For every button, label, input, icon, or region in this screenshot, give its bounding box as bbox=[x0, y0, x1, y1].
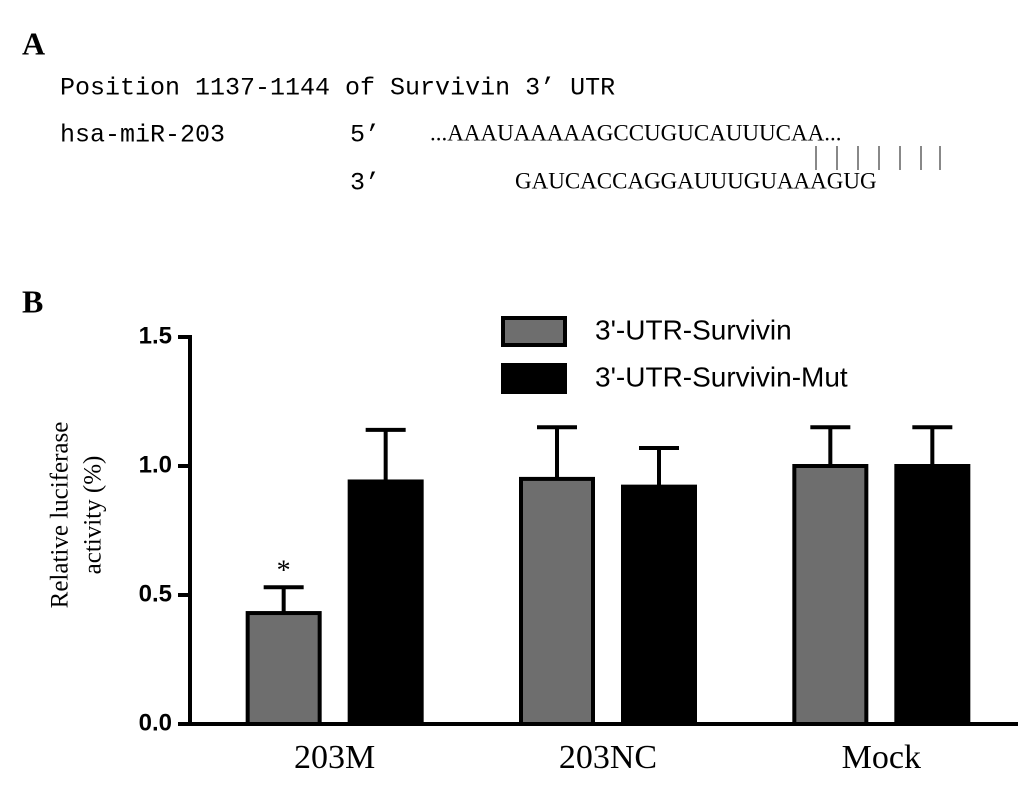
x-tick-label: Mock bbox=[842, 739, 921, 776]
error-bar bbox=[810, 425, 851, 466]
bar bbox=[245, 611, 322, 726]
bar bbox=[347, 479, 424, 727]
bar bbox=[519, 476, 595, 726]
target-sequence: ...AAAUAAAAAGCCUGUCAUUUCAA... bbox=[430, 120, 841, 145]
bar bbox=[894, 464, 971, 726]
y-axis-label: activity (%) bbox=[80, 456, 107, 575]
panel-label: A bbox=[22, 25, 45, 61]
y-tick-label: 1.5 bbox=[139, 322, 172, 349]
base-pairs bbox=[815, 146, 941, 170]
y-tick-label: 0.0 bbox=[139, 709, 172, 736]
y-tick-label: 1.0 bbox=[139, 451, 172, 478]
x-tick-label: 203M bbox=[294, 739, 375, 776]
error-bar bbox=[263, 585, 304, 614]
legend-swatch bbox=[501, 316, 567, 347]
mirna-name: hsa-miR-203 bbox=[60, 121, 225, 150]
x-tick-label: 203NC bbox=[559, 739, 657, 776]
error-bar bbox=[912, 425, 953, 466]
panel-label: B bbox=[22, 283, 43, 319]
legend-label: 3'-UTR-Survivin-Mut bbox=[595, 361, 848, 392]
error-bar bbox=[639, 445, 679, 487]
end-label: 5’ bbox=[350, 121, 380, 150]
legend-label: 3'-UTR-Survivin bbox=[595, 314, 792, 345]
bar bbox=[621, 484, 697, 727]
error-bar bbox=[537, 425, 577, 479]
heading: Position 1137-1144 of Survivin 3’ UTR bbox=[60, 74, 615, 103]
bar bbox=[792, 464, 869, 726]
y-tick-label: 0.5 bbox=[139, 580, 172, 607]
legend-swatch bbox=[501, 363, 567, 394]
error-bar bbox=[365, 427, 406, 482]
mirna-sequence: GAUCACCAGGAUUUGUAAAGUG bbox=[515, 168, 877, 193]
significance-mark: * bbox=[277, 556, 291, 587]
end-label: 3’ bbox=[350, 169, 380, 198]
y-axis-label: Relative luciferase bbox=[47, 422, 74, 609]
